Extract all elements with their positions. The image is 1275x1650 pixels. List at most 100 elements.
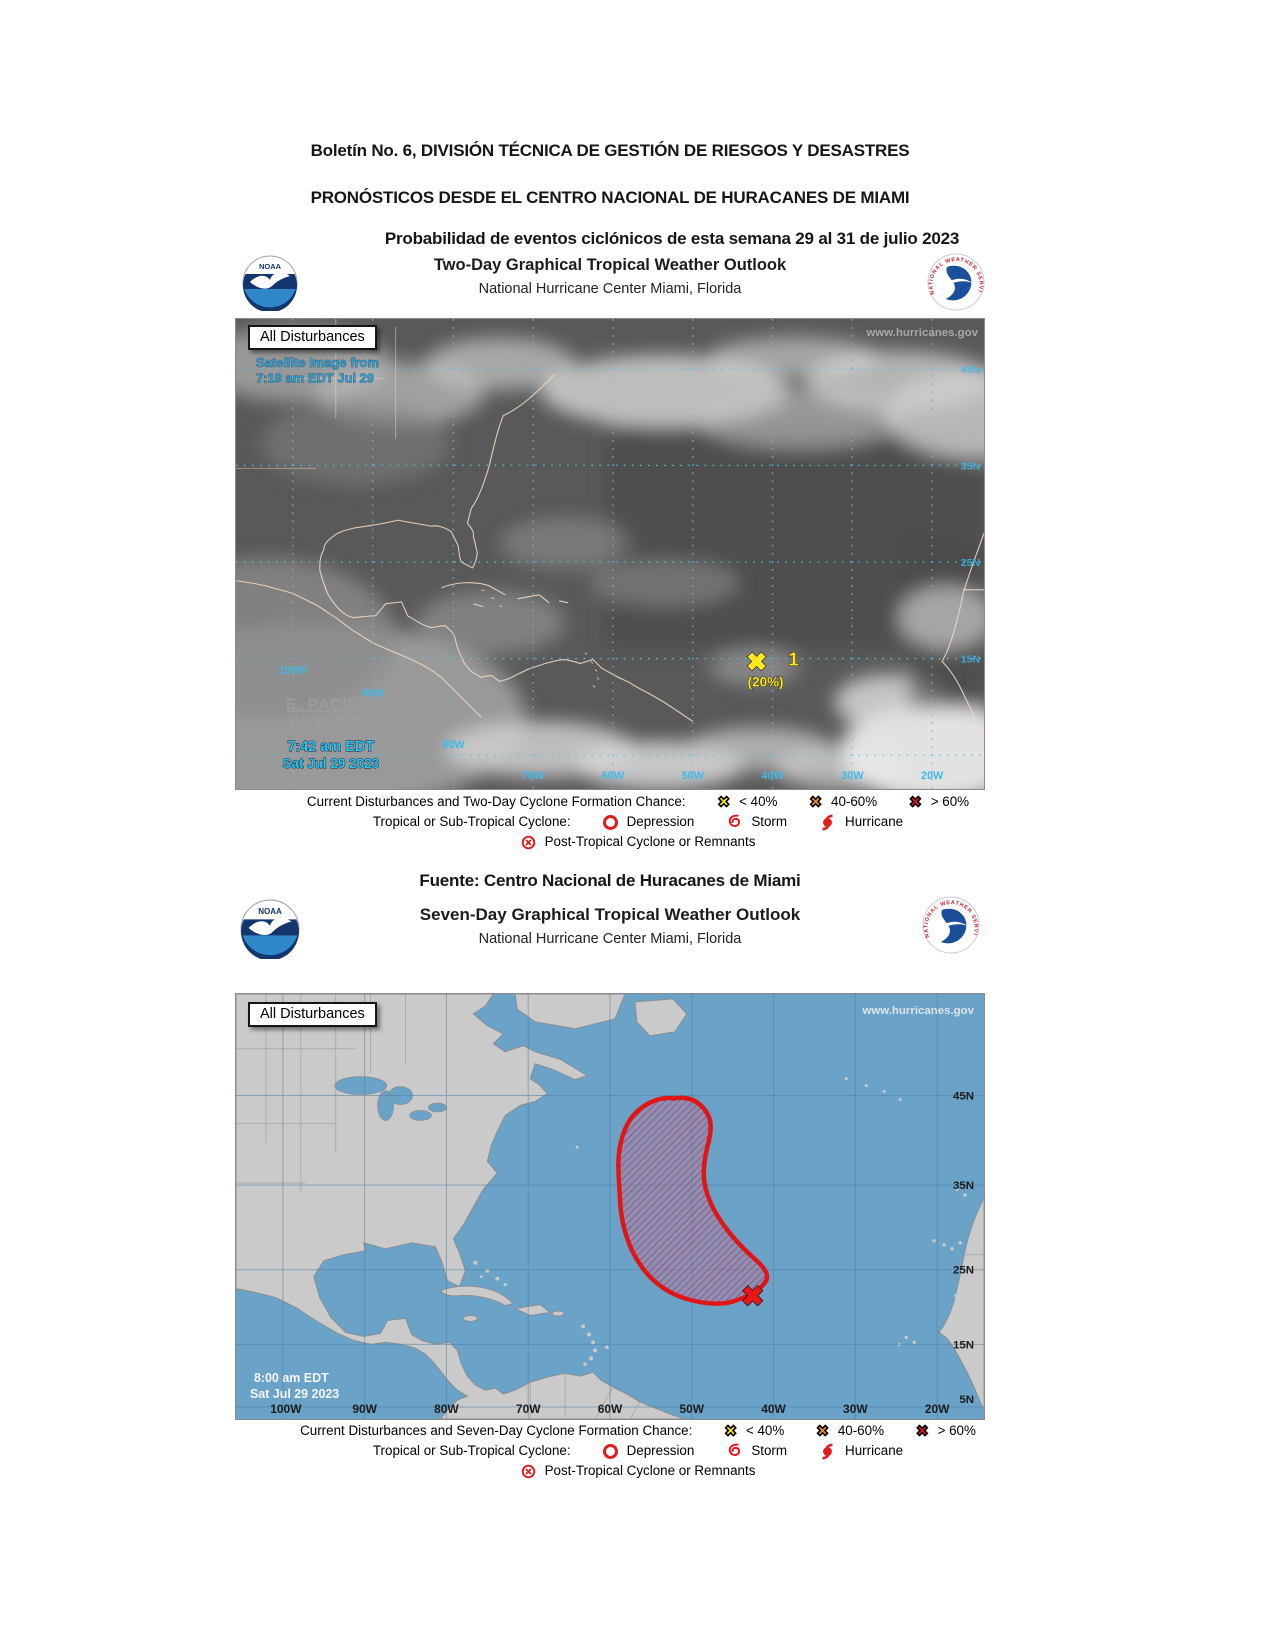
- post-tropical-icon: [521, 835, 535, 849]
- depression-icon: [602, 1443, 618, 1459]
- nws-logo: NATIONAL WEATHER SERVICE: [925, 249, 985, 316]
- lon-label: 70W: [522, 770, 545, 782]
- lon-label: 70W: [516, 1402, 541, 1416]
- disturbance-id: 1: [788, 650, 799, 671]
- two-day-legend: Current Disturbances and Two-Day Cyclone…: [235, 792, 985, 852]
- legend-hurricane-label: Hurricane: [845, 814, 904, 829]
- map-timestamp: Sat Jul 29 2023: [250, 1387, 339, 1401]
- lat-label: 45N: [953, 1091, 974, 1103]
- disturbance-chance: (20%): [748, 674, 784, 689]
- lon-label: 90W: [352, 1402, 377, 1416]
- website-watermark: www.hurricanes.gov: [861, 1005, 974, 1017]
- lon-label: 80W: [434, 1402, 459, 1416]
- pacific-outlook-label: E. PACIFIC: [286, 696, 376, 713]
- legend-cyclone-text: Tropical or Sub-Tropical Cyclone:: [372, 1443, 571, 1458]
- satellite-note: 7:19 am EDT Jul 29: [256, 371, 374, 386]
- landmass: [235, 993, 985, 1420]
- legend-depression-label: Depression: [626, 1443, 695, 1458]
- x-mark-mid-icon: ✖: [809, 793, 823, 811]
- hurricane-icon: [822, 814, 833, 830]
- legend-depression-label: Depression: [626, 814, 695, 829]
- map-timestamp: 8:00 am EDT: [254, 1371, 329, 1385]
- nws-logo: NATIONAL WEATHER SERVICE: [920, 892, 980, 959]
- lon-label: 30W: [843, 1402, 868, 1416]
- latlon-grid: [236, 994, 984, 1419]
- legend-cyclone-row: Tropical or Sub-Tropical Cyclone: Depres…: [373, 812, 903, 832]
- lat-label: 15N: [953, 1339, 974, 1351]
- two-day-map-subtitle: National Hurricane Center Miami, Florida: [478, 281, 742, 297]
- legend-formation-row: Current Disturbances and Two-Day Cyclone…: [307, 792, 969, 812]
- seven-day-outlook-map: ✖ www.hurricanes.gov 45N 35N 25N 15N 5N …: [235, 993, 985, 1420]
- lon-label: 20W: [925, 1402, 950, 1416]
- depression-icon: [602, 814, 618, 830]
- seven-day-map-title: Seven-Day Graphical Tropical Weather Out…: [419, 905, 801, 924]
- lon-label: 90W: [361, 687, 384, 699]
- bulletin-title-line2: PRONÓSTICOS DESDE EL CENTRO NACIONAL DE …: [310, 188, 910, 207]
- formation-area-region: [616, 1095, 770, 1306]
- disturbance-x-icon: ✖: [741, 1282, 764, 1312]
- lon-label: 50W: [679, 1402, 704, 1416]
- noaa-logo: NOAA: [240, 899, 300, 964]
- legend-hurricane-label: Hurricane: [845, 1443, 904, 1458]
- pacific-outlook-label: OUTLOOK: [289, 716, 373, 733]
- lon-label: 80W: [442, 739, 465, 751]
- lon-label: 60W: [602, 770, 625, 782]
- storm-icon: [729, 814, 741, 828]
- legend-mid-label: 40-60%: [831, 794, 878, 809]
- legend-low-label: < 40%: [739, 794, 778, 809]
- lat-label: 45N: [961, 365, 980, 376]
- legend-formation-row: Current Disturbances and Seven-Day Cyclo…: [300, 1421, 976, 1441]
- satellite-note: Satellite Image from: [256, 355, 379, 370]
- map-timestamp: 7:42 am EDT: [287, 739, 374, 755]
- x-mark-high-icon: ✖: [909, 793, 923, 811]
- legend-mid-label: 40-60%: [837, 1423, 884, 1438]
- lon-label: 20W: [921, 770, 944, 782]
- atlantic-basin-map: ✖ www.hurricanes.gov 45N 35N 25N 15N 5N …: [235, 993, 985, 1420]
- lon-label: 100W: [279, 664, 308, 676]
- post-tropical-icon: [521, 1464, 535, 1478]
- x-mark-mid-icon: ✖: [816, 1422, 830, 1440]
- latlon-grid: [236, 319, 984, 789]
- disturbance-x-icon: ✖: [746, 649, 767, 677]
- disturbance-marker: ✖ 1 (20%): [746, 648, 800, 690]
- lat-label: 5N: [959, 1394, 974, 1406]
- noaa-logo: NOAA: [242, 255, 298, 316]
- lat-label: 15N: [961, 655, 980, 666]
- website-watermark: www.hurricanes.gov: [865, 327, 978, 339]
- coastline-borders: [235, 319, 985, 736]
- two-day-outlook-map: 100W 90W 80W 70W 60W 50W 40W 30W 20W 45N…: [106, 318, 1074, 812]
- lat-label: 35N: [953, 1180, 974, 1192]
- legend-post-label: Post-Tropical Cyclone or Remnants: [544, 834, 756, 849]
- x-mark-low-icon: ✖: [717, 793, 731, 811]
- seven-day-legend: Current Disturbances and Seven-Day Cyclo…: [235, 1421, 985, 1481]
- state-borders: [236, 994, 984, 1420]
- legend-post-label: Post-Tropical Cyclone or Remnants: [544, 1463, 756, 1478]
- lon-label: 40W: [761, 770, 784, 782]
- legend-post-row: Post-Tropical Cyclone or Remnants: [521, 1461, 756, 1481]
- x-mark-low-icon: ✖: [724, 1422, 738, 1440]
- all-disturbances-box: All Disturbances: [248, 325, 377, 350]
- lat-label: 35N: [961, 461, 980, 472]
- great-lakes: [334, 1076, 447, 1121]
- map-timestamp: Sat Jul 29 2023: [283, 756, 379, 771]
- legend-cyclone-row: Tropical or Sub-Tropical Cyclone: Depres…: [373, 1441, 903, 1461]
- noaa-logo-text: NOAA: [259, 262, 282, 271]
- legend-post-row: Post-Tropical Cyclone or Remnants: [521, 832, 756, 852]
- lon-label: 60W: [598, 1402, 623, 1416]
- hurricane-icon: [822, 1443, 833, 1459]
- lon-label: 30W: [841, 770, 864, 782]
- legend-high-label: > 60%: [930, 794, 970, 809]
- lon-label: 50W: [682, 770, 705, 782]
- legend-high-label: > 60%: [937, 1423, 976, 1438]
- satellite-image: 100W 90W 80W 70W 60W 50W 40W 30W 20W 45N…: [106, 319, 1074, 812]
- bulletin-title-line3: Probabilidad de eventos ciclónicos de es…: [384, 229, 960, 248]
- x-mark-high-icon: ✖: [915, 1422, 930, 1440]
- legend-cyclone-text: Tropical or Sub-Tropical Cyclone:: [372, 814, 571, 829]
- lon-label: 100W: [270, 1402, 302, 1416]
- seven-day-map-subtitle: National Hurricane Center Miami, Florida: [478, 931, 742, 947]
- legend-formation-text: Current Disturbances and Two-Day Cyclone…: [306, 794, 686, 809]
- lat-label: 25N: [953, 1265, 974, 1277]
- two-day-map-title: Two-Day Graphical Tropical Weather Outlo…: [433, 256, 787, 274]
- storm-icon: [729, 1443, 741, 1457]
